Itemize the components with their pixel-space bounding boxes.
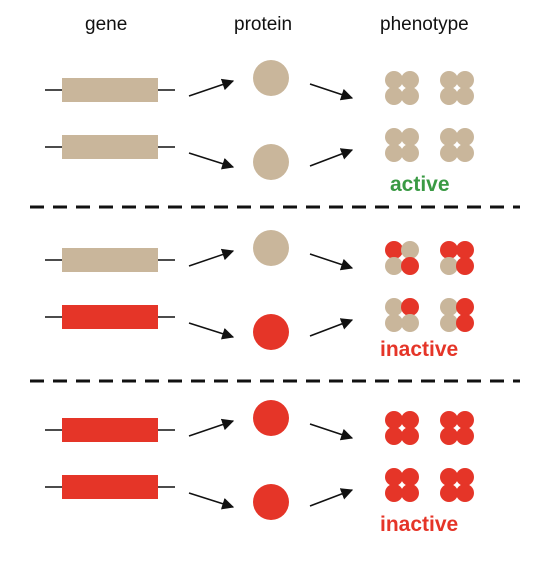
panel-1-status: active (390, 173, 450, 196)
gene-bar-normal (62, 135, 158, 159)
phenotype-cell-mutant (440, 427, 458, 445)
phenotype-cell-mutant (385, 484, 403, 502)
phenotype-cell-normal (401, 144, 419, 162)
phenotype-cell-normal (456, 71, 474, 89)
phenotype-cell-normal (401, 71, 419, 89)
phenotype-cell-mutant (456, 257, 474, 275)
phenotype-cell-normal (440, 87, 458, 105)
phenotype-cell-normal (385, 257, 403, 275)
arrow-gene-to-protein (188, 492, 235, 510)
panel-2-status: inactive (380, 338, 459, 361)
phenotype-cell-mutant (385, 427, 403, 445)
header-protein: protein (234, 14, 293, 35)
phenotype-cell-normal (440, 314, 458, 332)
arrow-protein-to-phenotype (309, 148, 354, 167)
phenotype-cell-normal (440, 144, 458, 162)
arrow-gene-to-protein (188, 152, 235, 170)
arrow-protein-to-phenotype (309, 423, 354, 441)
arrow-protein-to-phenotype (309, 488, 354, 507)
phenotype-cell-normal (385, 87, 403, 105)
gene-bar-mutant (62, 305, 158, 329)
phenotype-cell-mutant (401, 484, 419, 502)
phenotype-cell-normal (385, 298, 403, 316)
protein-mutant (253, 484, 289, 520)
phenotype-cell-mutant (456, 314, 474, 332)
phenotype-cell-mutant (385, 411, 403, 429)
phenotype-cell-mutant (401, 257, 419, 275)
arrow-gene-to-protein (188, 418, 235, 437)
phenotype-cell-normal (385, 71, 403, 89)
protein-normal (253, 230, 289, 266)
arrow-protein-to-phenotype (309, 83, 354, 101)
protein-normal (253, 60, 289, 96)
arrow-gene-to-protein (188, 78, 235, 97)
phenotype-cell-normal (385, 128, 403, 146)
phenotype-cell-normal (456, 87, 474, 105)
phenotype-cell-normal (385, 314, 403, 332)
phenotype-cell-normal (401, 87, 419, 105)
phenotype-cell-normal (401, 314, 419, 332)
phenotype-cell-normal (440, 128, 458, 146)
phenotype-cell-normal (440, 71, 458, 89)
phenotype-cell-mutant (456, 241, 474, 259)
phenotype-cell-mutant (401, 298, 419, 316)
header-phenotype: phenotype (380, 14, 469, 35)
phenotype-cell-normal (456, 144, 474, 162)
gene-bar-mutant (62, 475, 158, 499)
phenotype-cell-mutant (401, 411, 419, 429)
phenotype-cell-normal (440, 298, 458, 316)
phenotype-cell-mutant (385, 241, 403, 259)
phenotype-cell-mutant (401, 427, 419, 445)
phenotype-cell-mutant (440, 411, 458, 429)
phenotype-cell-normal (456, 128, 474, 146)
panel-3-status: inactive (380, 513, 459, 536)
gene-bar-normal (62, 248, 158, 272)
phenotype-cell-normal (385, 144, 403, 162)
phenotype-cell-mutant (440, 241, 458, 259)
arrow-gene-to-protein (188, 322, 235, 340)
phenotype-cell-mutant (456, 298, 474, 316)
phenotype-cell-mutant (456, 468, 474, 486)
phenotype-cell-mutant (456, 427, 474, 445)
phenotype-cell-mutant (456, 484, 474, 502)
phenotype-cell-normal (440, 257, 458, 275)
header-gene: gene (85, 14, 128, 35)
phenotype-cell-mutant (401, 468, 419, 486)
protein-mutant (253, 314, 289, 350)
gene-bar-normal (62, 78, 158, 102)
gene-bar-mutant (62, 418, 158, 442)
arrow-protein-to-phenotype (309, 253, 354, 271)
protein-mutant (253, 400, 289, 436)
phenotype-cell-normal (401, 128, 419, 146)
arrow-gene-to-protein (188, 248, 235, 267)
phenotype-cell-normal (401, 241, 419, 259)
phenotype-cell-mutant (385, 468, 403, 486)
phenotype-cell-mutant (440, 484, 458, 502)
phenotype-cell-mutant (440, 468, 458, 486)
protein-normal (253, 144, 289, 180)
arrow-protein-to-phenotype (309, 318, 354, 337)
phenotype-cell-mutant (456, 411, 474, 429)
